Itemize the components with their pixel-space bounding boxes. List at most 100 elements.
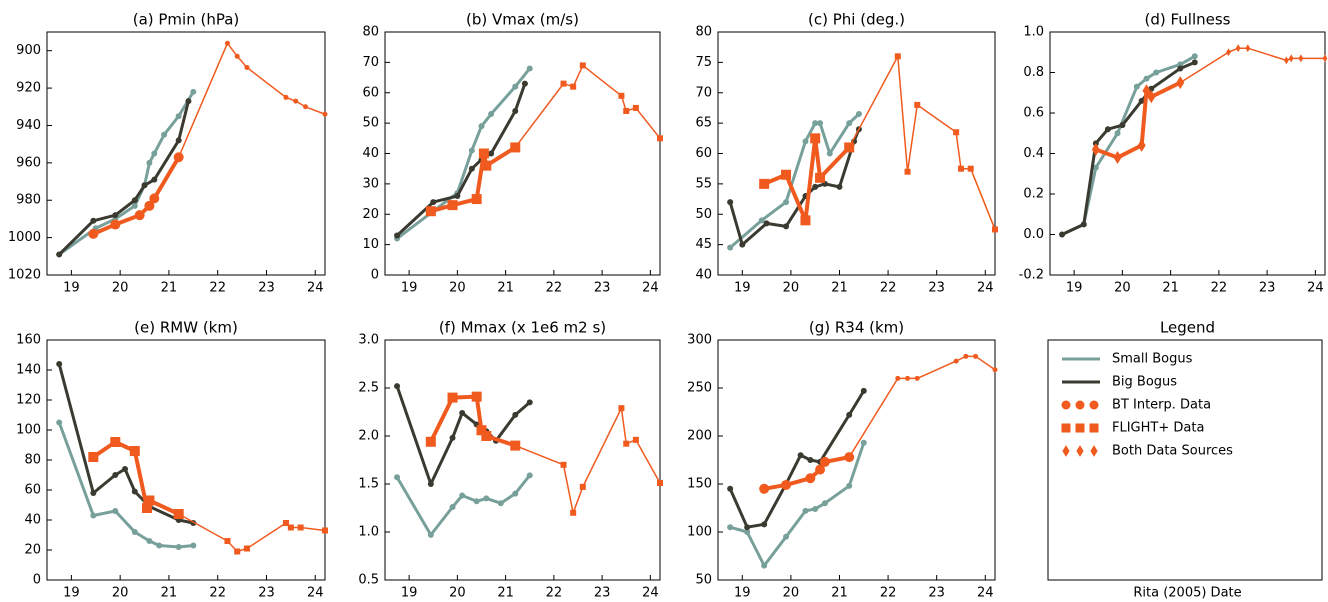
data-point <box>846 144 853 151</box>
y-tick-label: 50 <box>362 116 379 131</box>
x-tick-label: 19 <box>734 586 751 601</box>
data-point <box>727 199 734 206</box>
data-point <box>1147 90 1156 104</box>
legend-label: Both Data Sources <box>1112 444 1233 459</box>
data-point <box>146 538 153 544</box>
data-point <box>632 436 639 443</box>
data-point <box>657 480 663 487</box>
data-point <box>821 500 828 507</box>
data-point <box>826 150 833 157</box>
data-point <box>744 529 751 535</box>
series-line <box>58 91 195 256</box>
legend-frame <box>1047 339 1323 581</box>
data-point <box>1137 138 1146 152</box>
data-point <box>512 83 519 90</box>
x-tick-label: 20 <box>112 281 129 296</box>
y-tick-label: 960 <box>16 155 41 170</box>
data-point <box>904 168 911 175</box>
plot-frame <box>384 31 661 276</box>
x-tick-label: 24 <box>977 281 994 296</box>
x-tick-label: 22 <box>1211 281 1228 296</box>
data-point <box>512 490 519 497</box>
y-tick-label: 60 <box>695 146 712 161</box>
data-point <box>90 490 97 496</box>
y-tick-label: 0 <box>371 268 379 283</box>
x-tick-label: 19 <box>1066 281 1083 296</box>
series-line <box>395 474 531 537</box>
data-point <box>618 92 625 99</box>
y-tick-label: 250 <box>687 381 712 396</box>
data-point <box>855 111 862 118</box>
data-point <box>894 53 901 60</box>
data-point <box>727 244 734 251</box>
data-point <box>860 439 867 446</box>
data-point <box>526 399 533 406</box>
data-point <box>800 215 811 226</box>
data-point <box>146 159 153 166</box>
data-point <box>512 411 519 418</box>
data-point <box>957 165 964 172</box>
x-tick-label: 24 <box>307 281 324 296</box>
data-point <box>234 53 240 59</box>
x-tick-label: 21 <box>831 586 848 601</box>
data-point <box>468 147 475 154</box>
data-point <box>297 524 304 531</box>
y-tick-label: 3.0 <box>358 333 379 348</box>
data-point <box>953 129 960 136</box>
data-point <box>112 508 119 514</box>
y-tick-label: 920 <box>16 81 41 96</box>
x-tick-label: 21 <box>161 281 178 296</box>
data-point <box>560 80 567 87</box>
data-point <box>1143 75 1150 82</box>
y-tick-label: 900 <box>16 43 41 58</box>
data-point <box>758 217 765 224</box>
data-point <box>471 391 482 402</box>
x-tick-label: 22 <box>880 586 897 601</box>
data-point <box>394 474 401 481</box>
legend-swatch <box>1089 423 1099 433</box>
data-point <box>483 495 490 502</box>
data-point <box>512 107 519 114</box>
data-point <box>88 228 99 239</box>
y-tick-label: 160 <box>16 333 41 348</box>
data-point <box>293 98 299 104</box>
data-point <box>454 193 461 200</box>
y-tick-label: 1.0 <box>1023 25 1044 40</box>
x-tick-label: 19 <box>401 281 418 296</box>
data-point <box>1245 44 1251 53</box>
data-point <box>427 531 434 538</box>
data-point <box>224 538 231 544</box>
data-point <box>846 411 853 418</box>
data-point <box>1133 83 1140 90</box>
y-tick-label: 20 <box>24 543 41 558</box>
data-point <box>905 375 911 381</box>
data-point <box>151 150 158 157</box>
data-point <box>570 509 577 516</box>
data-point <box>481 160 492 171</box>
data-point <box>781 479 792 490</box>
data-point <box>739 241 746 248</box>
data-point <box>88 452 99 462</box>
data-point <box>1091 142 1100 156</box>
data-point <box>846 454 852 460</box>
data-point <box>963 353 969 359</box>
x-tick-label: 19 <box>63 281 80 296</box>
y-tick-label: 70 <box>362 55 379 70</box>
x-tick-label: 23 <box>258 281 275 296</box>
data-point <box>512 442 519 449</box>
data-point <box>110 219 121 230</box>
chart-title: (b) Vmax (m/s) <box>466 11 579 29</box>
data-point <box>783 199 790 206</box>
data-point <box>1059 231 1066 238</box>
data-point <box>234 548 241 555</box>
data-point <box>1119 122 1126 129</box>
y-tick-label: 75 <box>695 55 712 70</box>
data-point <box>992 226 998 233</box>
data-point <box>802 138 809 145</box>
data-point <box>1284 56 1289 65</box>
data-point <box>322 111 328 117</box>
data-point <box>805 473 816 484</box>
x-tick-label: 20 <box>112 586 129 601</box>
data-point <box>110 437 121 447</box>
